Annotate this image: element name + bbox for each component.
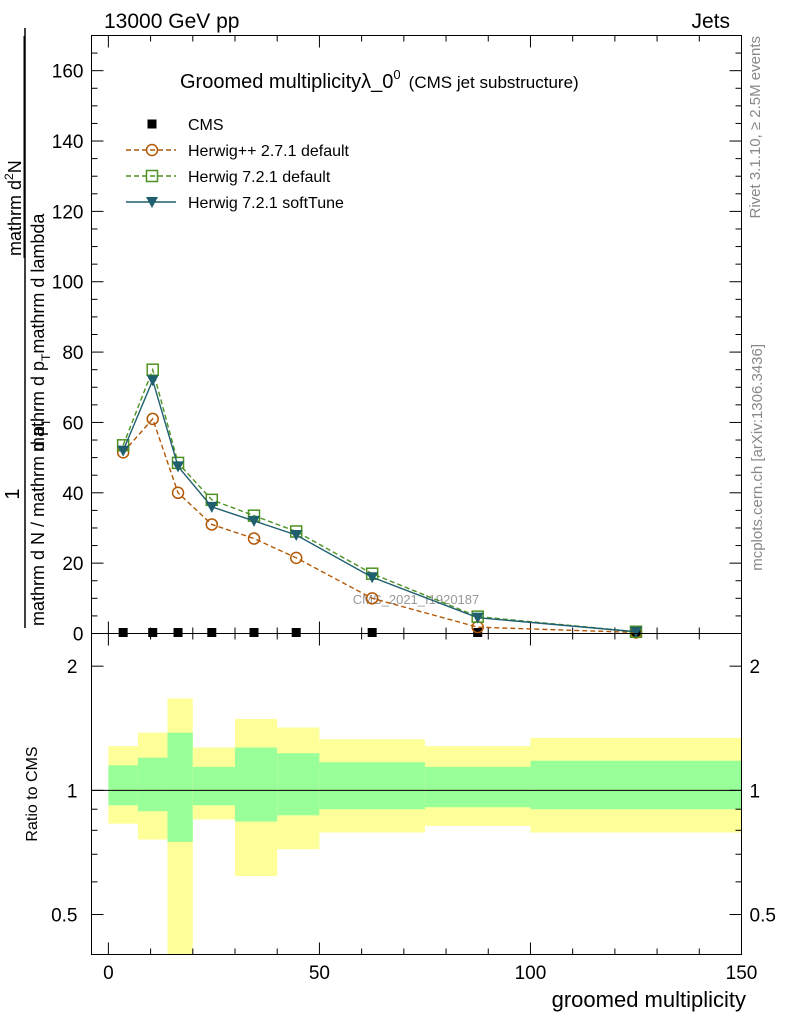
herwig7-softtune-point <box>629 626 642 638</box>
plot-title: Groomed multiplicityλ_00 (CMS jet substru… <box>180 67 579 93</box>
ylabel-den-sub: T <box>39 418 53 426</box>
y-tick-label: 120 <box>52 202 84 223</box>
herwig7-softtune-point <box>172 461 185 473</box>
ylabel-denominator: mathrm d N / mathrm d pT <box>28 418 53 626</box>
cms-data-point <box>367 628 377 637</box>
y-tick-label: 80 <box>62 343 83 364</box>
ylabel-num-sup: 2 <box>2 173 16 180</box>
ylabel-num-tail: mathrm d lambda <box>28 213 48 354</box>
series-line-2 <box>122 367 637 633</box>
y-tick-label: 140 <box>52 132 84 153</box>
ylabel-num-mid: N <box>5 160 25 173</box>
y-tick-label: 160 <box>52 62 84 83</box>
ratio-green-band <box>167 732 193 842</box>
ylabel-num-den-sub: T <box>39 353 53 361</box>
main-series-layer <box>116 363 643 639</box>
x-tick-label: 0 <box>103 963 114 984</box>
mcplots-label: mcplots.cern.ch [arXiv:1306.3436] <box>749 344 766 571</box>
rivet-label: Rivet 3.1.10, ≥ 2.5M events <box>747 36 764 219</box>
series-line-1 <box>122 417 637 634</box>
ratio-tick-label-right: 2 <box>750 657 761 678</box>
ratio-tick-label-right: 0.5 <box>750 906 776 927</box>
ratio-tick-label-left: 1 <box>67 781 78 802</box>
y-tick-label: 20 <box>62 554 83 575</box>
herwigpp-point <box>205 518 219 531</box>
herwig7-softtune-point <box>205 501 218 513</box>
ylabel-num-den: mathrm d p <box>28 361 48 452</box>
x-tick-label: 50 <box>309 963 330 984</box>
x-tick-label: 100 <box>515 963 547 984</box>
ratio-plot-frame <box>91 633 742 955</box>
ratio-green-band <box>424 766 531 808</box>
herwig7-softtune-point <box>366 572 379 584</box>
plot-title-sup: 0 <box>393 67 400 82</box>
x-axis-ticks: 0 50 100 150 <box>103 963 757 984</box>
ratio-green-band <box>530 760 742 810</box>
legend: CMS Herwig++ 2.7.1 default Herwig 7.2.1 de… <box>126 117 350 212</box>
y-tick-label: 60 <box>62 413 83 434</box>
plot-title-suffix: (CMS jet substructure) <box>409 73 579 92</box>
ratio-tick-label-right: 1 <box>750 781 761 802</box>
ratio-green-band <box>137 757 168 812</box>
ratio-green-band <box>277 753 320 816</box>
legend-marker <box>145 143 159 157</box>
ratio-green-band <box>192 766 236 806</box>
legend-label: Herwig 7.2.1 softTune <box>188 195 344 212</box>
header-jets: Jets <box>691 10 730 33</box>
y-tick-label: 100 <box>52 273 84 294</box>
legend-marker <box>146 197 158 208</box>
herwigpp-point <box>365 592 379 605</box>
main-axis-ticks: 0 20 40 60 80 100 120 140 160 <box>52 35 742 646</box>
x-tick-label: 150 <box>726 963 758 984</box>
x-axis-label: groomed multiplicity <box>552 987 746 1012</box>
cms-data-point <box>291 628 301 637</box>
ylabel-numerator-top: mathrm d2N <box>2 160 25 256</box>
plot-title-main: Groomed multiplicityλ_0 <box>180 71 393 93</box>
herwig7-default-point <box>146 363 159 376</box>
ratio-uncertainty-bands <box>108 698 742 955</box>
y-tick-label: 0 <box>73 625 84 646</box>
y-tick-label: 40 <box>62 484 83 505</box>
cms-data-point <box>249 628 259 637</box>
cms-data-point <box>207 628 217 637</box>
herwigpp-point <box>247 532 261 545</box>
legend-label: Herwig++ 2.7.1 default <box>188 143 350 160</box>
cms-data-point <box>148 628 158 637</box>
ratio-green-band <box>108 765 138 806</box>
ratio-green-band <box>235 747 278 822</box>
herwig7-softtune-point <box>471 612 484 624</box>
herwig7-softtune-point <box>117 445 130 457</box>
analysis-watermark: CMS_2021_I1920187 <box>353 592 480 607</box>
herwig7-softtune-point <box>248 515 260 527</box>
legend-label: CMS <box>188 117 224 134</box>
ratio-tick-label-left: 0.5 <box>51 906 77 927</box>
legend-marker <box>147 119 157 129</box>
herwigpp-point <box>146 412 159 426</box>
legend-marker <box>145 169 159 183</box>
ylabel-one: 1 <box>2 488 24 499</box>
main-y-axis-label: 1 mathrm d N / mathrm d pT mathrm d2N ma… <box>2 28 53 628</box>
herwig7-softtune-point <box>146 375 159 387</box>
ratio-tick-label-left: 2 <box>67 657 78 678</box>
cms-data-point <box>173 628 183 637</box>
ylabel-num-top: mathrm d <box>5 180 25 256</box>
header-energy: 13000 GeV pp <box>104 10 239 33</box>
ylabel-numerator-bottom: mathrm d pTmathrm d lambda <box>28 213 53 452</box>
herwigpp-point <box>171 486 185 500</box>
ratio-green-band <box>319 762 425 810</box>
cms-data-point <box>118 628 128 637</box>
herwig7-softtune-point <box>290 530 303 542</box>
ratio-y-label: Ratio to CMS <box>24 746 41 841</box>
ylabel-den-text: mathrm d N / mathrm d p <box>28 426 48 626</box>
legend-label: Herwig 7.2.1 default <box>188 169 331 186</box>
ratio-axis-ticks: 0.5 0.5 1 1 2 2 <box>51 633 776 955</box>
herwigpp-point <box>289 551 303 565</box>
